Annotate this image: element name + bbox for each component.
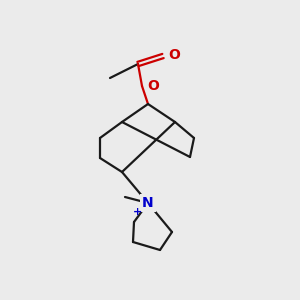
Text: N: N <box>142 196 154 210</box>
Text: O: O <box>147 79 159 93</box>
Text: O: O <box>168 48 180 62</box>
Text: +: + <box>134 207 142 217</box>
